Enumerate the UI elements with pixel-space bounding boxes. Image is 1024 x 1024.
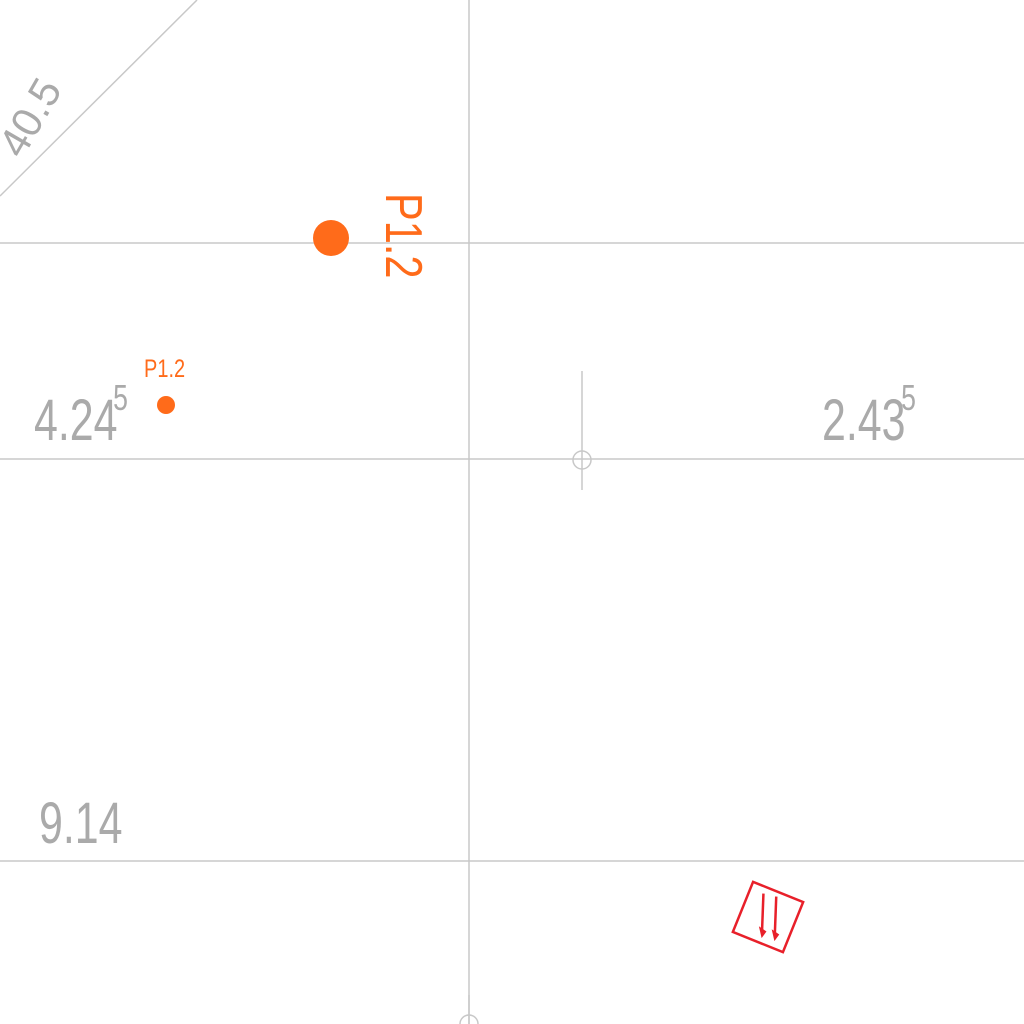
diagonal-dimension-label: 40.5: [0, 70, 71, 164]
dimension-value: 2.43: [822, 388, 906, 453]
point-label-small: P1.2: [144, 355, 185, 383]
dimension-superscript: 5: [901, 377, 916, 418]
dimension-superscript: 5: [113, 377, 128, 418]
diagonal-line: [0, 0, 198, 197]
point-marker-small[interactable]: [157, 396, 175, 414]
dimension-label-right: 2.43 5: [822, 377, 916, 452]
point-label-large: P1.2: [375, 193, 434, 279]
crosshair-icon[interactable]: [572, 371, 592, 490]
crosshair-icon[interactable]: [459, 995, 479, 1024]
dimension-value: 9.14: [39, 791, 123, 856]
point-marker-large[interactable]: [313, 220, 349, 256]
dimension-label-left: 4.24 5: [34, 377, 128, 452]
dimension-label-bottom: 9.14: [39, 791, 123, 856]
dimension-value: 4.24: [34, 388, 118, 453]
direction-arrows-icon[interactable]: [731, 880, 805, 954]
